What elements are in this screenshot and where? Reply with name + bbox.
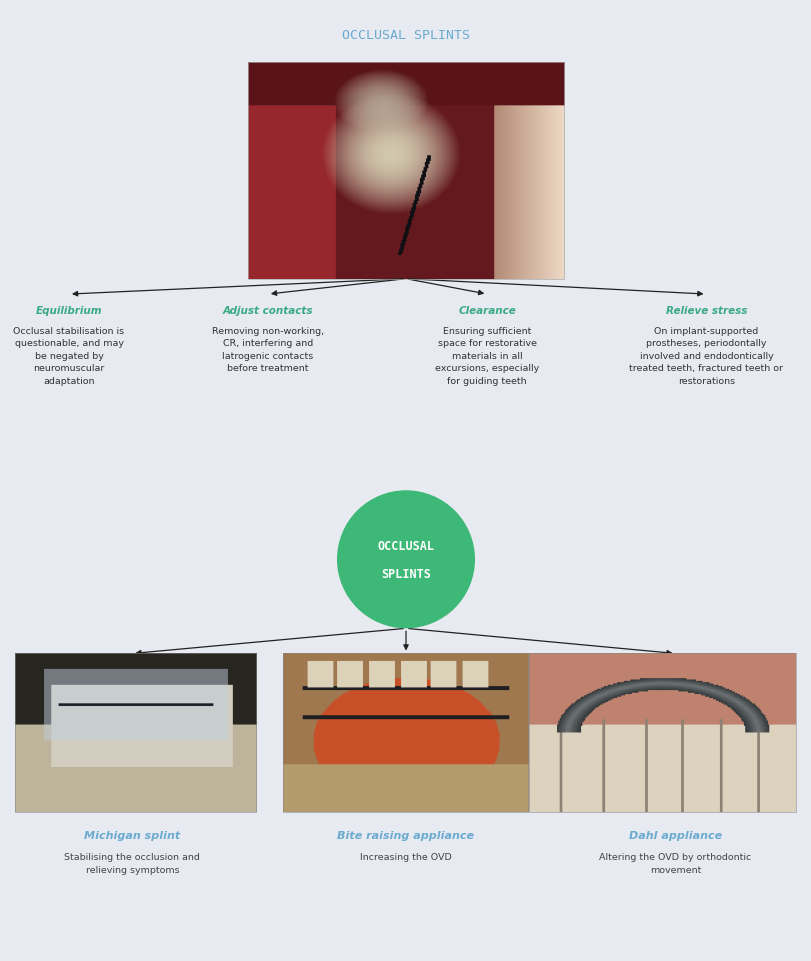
Text: Clearance: Clearance — [457, 306, 516, 315]
Text: Dahl appliance: Dahl appliance — [629, 831, 721, 841]
Bar — [282, 653, 527, 812]
Text: Bite raising appliance: Bite raising appliance — [337, 831, 474, 841]
Text: Occlusal stabilisation is
questionable, and may
be negated by
neuromuscular
adap: Occlusal stabilisation is questionable, … — [14, 327, 124, 385]
Bar — [247, 62, 564, 279]
Text: OCCLUSAL SPLINTS: OCCLUSAL SPLINTS — [341, 29, 470, 42]
Text: SPLINTS: SPLINTS — [380, 568, 431, 581]
Ellipse shape — [337, 490, 474, 628]
Text: Ensuring sufficient
space for restorative
materials in all
excursions, especiall: Ensuring sufficient space for restorativ… — [435, 327, 539, 385]
Text: Removing non-working,
CR, interfering and
Iatrogenic contacts
before treatment: Removing non-working, CR, interfering an… — [212, 327, 324, 373]
Bar — [529, 653, 795, 812]
Text: Adjust contacts: Adjust contacts — [222, 306, 313, 315]
Text: Increasing the OVD: Increasing the OVD — [360, 853, 451, 862]
Bar — [15, 653, 255, 812]
Text: Stabilising the occlusion and
relieving symptoms: Stabilising the occlusion and relieving … — [64, 853, 200, 875]
Text: Michigan splint: Michigan splint — [84, 831, 180, 841]
Text: Altering the OVD by orthodontic
movement: Altering the OVD by orthodontic movement — [599, 853, 751, 875]
Text: On implant-supported
prostheses, periodontally
involved and endodontically
treat: On implant-supported prostheses, periodo… — [629, 327, 783, 385]
Text: OCCLUSAL: OCCLUSAL — [377, 540, 434, 554]
Text: Equilibrium: Equilibrium — [36, 306, 102, 315]
Text: Relieve stress: Relieve stress — [665, 306, 746, 315]
